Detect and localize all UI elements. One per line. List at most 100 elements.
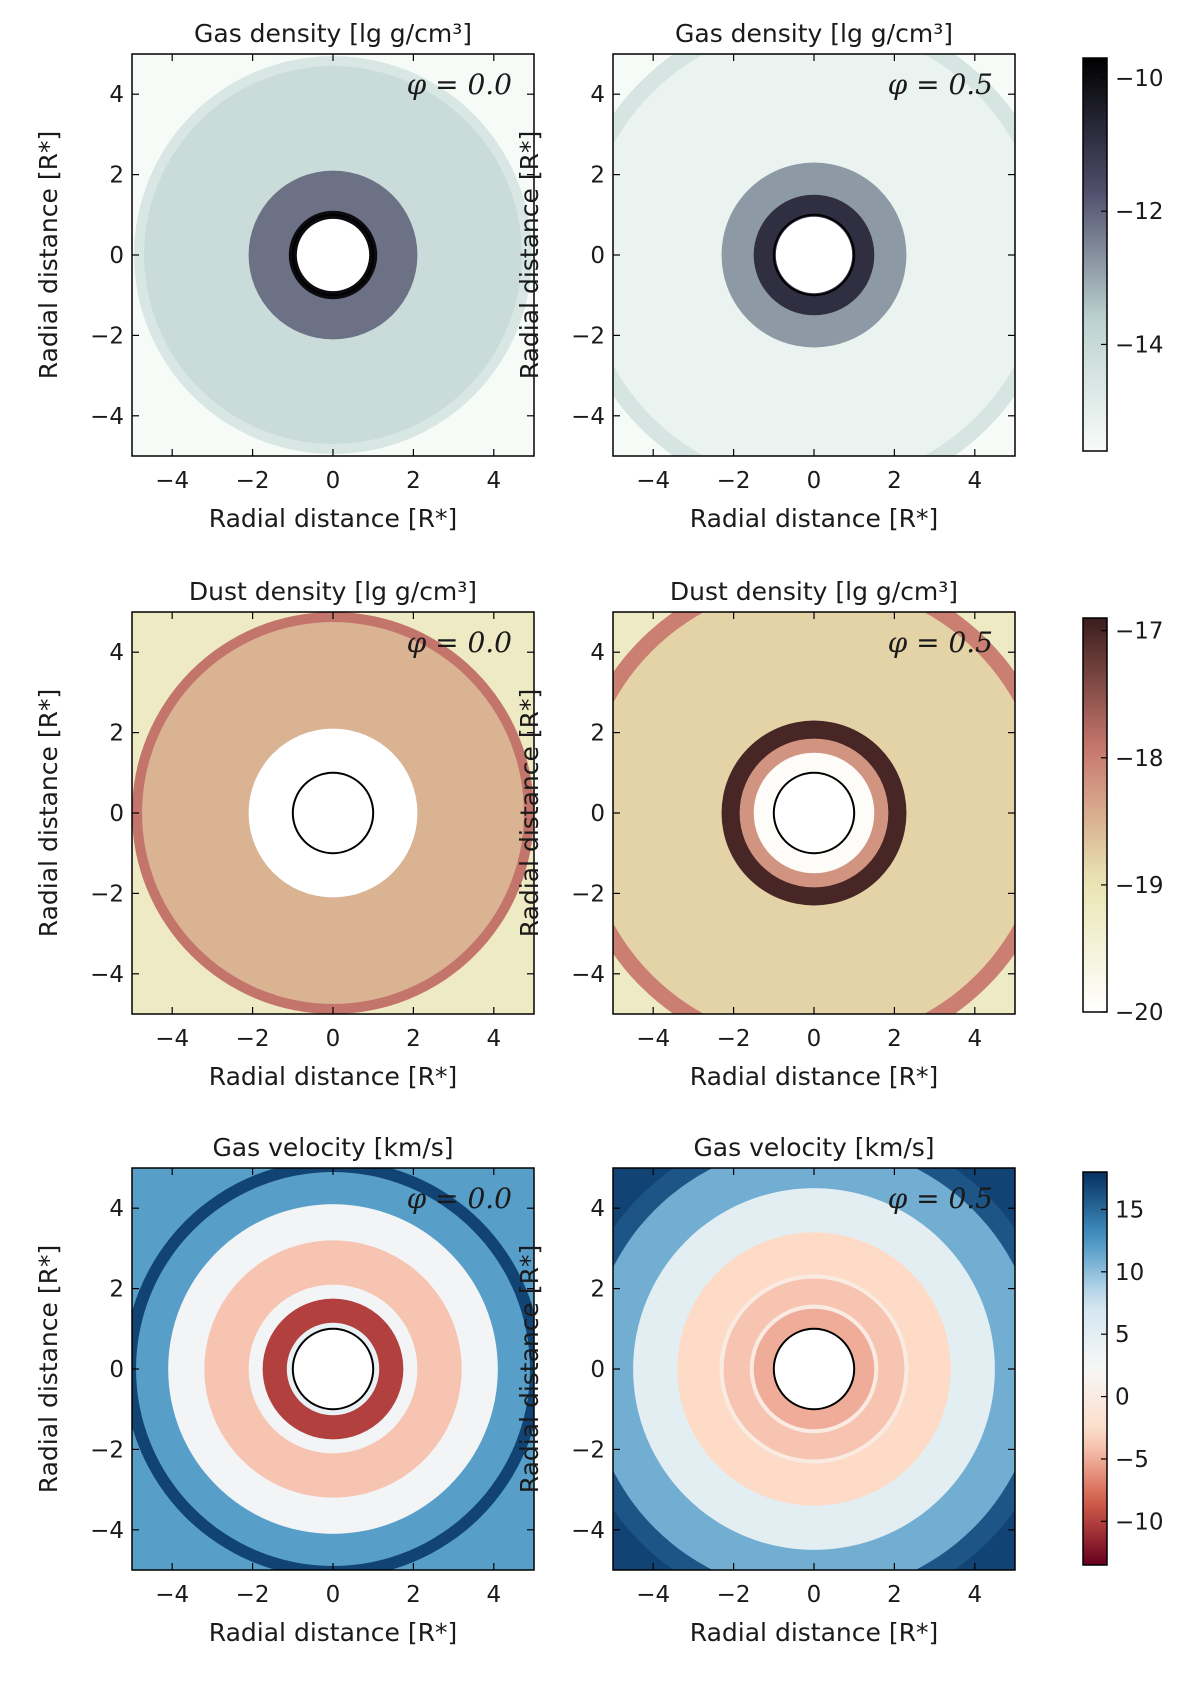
colorbar-tick-label: −12 <box>1115 199 1164 225</box>
stellar-radius-circle <box>291 213 375 297</box>
x-tick-label: 4 <box>967 1026 982 1052</box>
colorbar-tick-label: 0 <box>1115 1385 1130 1411</box>
y-tick-label: −4 <box>90 1518 124 1544</box>
x-tick-label: 2 <box>406 1026 421 1052</box>
x-axis-label: Radial distance [R*] <box>690 504 938 533</box>
inner-hole <box>775 216 853 294</box>
heatmap-area <box>613 54 1015 456</box>
y-tick-label: 4 <box>109 640 124 666</box>
x-tick-label: −2 <box>717 468 751 494</box>
colorbar-tick-label: −19 <box>1115 873 1164 899</box>
panel-dust-density-phi05: −4 −2 0 2 4 −4 −2 0 2 4 Dust density [lg g/cm³] φ =… <box>515 577 1016 1091</box>
y-axis-label: Radial distance [R*] <box>515 1245 544 1493</box>
x-axis-label: Radial distance [R*] <box>209 1618 457 1647</box>
y-tick-label: 0 <box>590 243 605 269</box>
panel-gas-density-phi05: −4 −2 0 2 4 −4 −2 0 2 4 Gas density [lg g/cm³] φ = … <box>515 19 1016 533</box>
y-tick-label: −2 <box>571 881 605 907</box>
inner-hole <box>248 728 418 898</box>
y-tick-label: 0 <box>109 243 124 269</box>
x-tick-label: −4 <box>155 468 189 494</box>
y-tick-label: −4 <box>571 962 605 988</box>
y-tick-label: 4 <box>109 82 124 108</box>
colorbar-gradient <box>1082 1171 1108 1566</box>
y-tick-label: −2 <box>90 323 124 349</box>
colorbar-tick-label: −14 <box>1115 332 1164 358</box>
y-tick-label: −2 <box>90 1437 124 1463</box>
colorbar-gas-velocity: 15 10 5 0 −5 −10 <box>1082 1171 1164 1566</box>
x-tick-label: 2 <box>887 468 902 494</box>
y-tick-label: 2 <box>590 721 605 747</box>
y-tick-label: −4 <box>571 404 605 430</box>
inner-hole <box>292 1328 374 1410</box>
stellar-radius-circle <box>772 213 856 297</box>
colorbar-tick-label: 10 <box>1115 1260 1144 1286</box>
panel-gas-velocity-phi0: −4 −2 0 2 4 −4 −2 0 2 4 Gas velocity [km/s] φ = 0.0… <box>34 1133 535 1647</box>
colorbar-gas-density: −10 −12 −14 <box>1082 57 1164 452</box>
colorbar-tick-label: −18 <box>1115 746 1164 772</box>
colorbar-tick-label: 5 <box>1115 1322 1130 1348</box>
colorbar-tick-label: −5 <box>1115 1447 1149 1473</box>
heatmap-area <box>132 612 534 1014</box>
panel-title: Gas density [lg g/cm³] <box>675 19 953 48</box>
x-axis-label: Radial distance [R*] <box>209 504 457 533</box>
y-axis-label: Radial distance [R*] <box>515 689 544 937</box>
y-tick-label: −4 <box>90 962 124 988</box>
heatmap-area <box>613 612 1015 1014</box>
stellar-radius-circle <box>772 1327 856 1411</box>
colorbar-tick-label: −17 <box>1115 619 1164 645</box>
x-tick-label: 0 <box>326 1582 341 1608</box>
y-tick-label: 0 <box>109 1357 124 1383</box>
x-tick-label: 4 <box>967 1582 982 1608</box>
phase-annotation: φ = 0.0 <box>407 1182 512 1215</box>
y-tick-label: 4 <box>590 82 605 108</box>
panel-title: Gas velocity [km/s] <box>212 1133 453 1162</box>
colorbar-tick-label: 15 <box>1115 1197 1144 1223</box>
x-tick-label: 0 <box>807 1026 822 1052</box>
y-tick-label: 0 <box>109 801 124 827</box>
x-tick-label: 2 <box>406 468 421 494</box>
x-tick-label: 2 <box>406 1582 421 1608</box>
x-tick-label: −4 <box>155 1582 189 1608</box>
colorbar-tick-label: −10 <box>1115 1509 1164 1535</box>
y-tick-label: −2 <box>571 323 605 349</box>
x-tick-label: 0 <box>807 468 822 494</box>
colorbar-dust-density: −17 −18 −19 −20 <box>1082 617 1164 1026</box>
x-tick-label: −2 <box>236 468 270 494</box>
panel-gas-velocity-phi05: −4 −2 0 2 4 −4 −2 0 2 4 Gas velocity [km/s] φ = 0.5… <box>515 1133 1016 1647</box>
x-tick-label: 4 <box>486 1582 501 1608</box>
panel-title: Gas velocity [km/s] <box>693 1133 934 1162</box>
x-tick-label: 2 <box>887 1026 902 1052</box>
y-tick-label: −2 <box>571 1437 605 1463</box>
x-tick-label: −4 <box>636 1582 670 1608</box>
y-tick-label: 4 <box>109 1196 124 1222</box>
colorbar-gradient <box>1082 617 1108 1013</box>
panel-title: Gas density [lg g/cm³] <box>194 19 472 48</box>
y-axis-label: Radial distance [R*] <box>34 689 63 937</box>
y-tick-label: 4 <box>590 1196 605 1222</box>
inner-hole <box>773 1328 855 1410</box>
y-tick-label: 2 <box>109 163 124 189</box>
y-tick-label: 0 <box>590 1357 605 1383</box>
heatmap-area <box>132 1168 534 1570</box>
panel-dust-density-phi0: −4 −2 0 2 4 −4 −2 0 2 4 Dust density [lg g/cm³] φ =… <box>34 577 535 1091</box>
y-tick-label: −4 <box>90 404 124 430</box>
stellar-radius-circle <box>772 771 856 855</box>
inner-hole <box>773 772 855 854</box>
phase-annotation: φ = 0.5 <box>888 626 993 659</box>
phase-annotation: φ = 0.0 <box>407 626 512 659</box>
x-tick-label: −2 <box>236 1026 270 1052</box>
x-axis-label: Radial distance [R*] <box>690 1618 938 1647</box>
panel-title: Dust density [lg g/cm³] <box>189 577 477 606</box>
colorbars-group: −10 −12 −14 −17 −18 −19 −20 15 10 5 0 −5 −10 <box>1082 57 1164 1566</box>
colorbar-gradient <box>1082 57 1108 452</box>
x-tick-label: 0 <box>326 1026 341 1052</box>
x-tick-label: −2 <box>717 1582 751 1608</box>
y-tick-label: 2 <box>109 721 124 747</box>
y-tick-label: 2 <box>109 1277 124 1303</box>
panel-gas-density-phi0: −4 −2 0 2 4 −4 −2 0 2 4 Gas density [lg g/cm³] φ = … <box>34 19 535 533</box>
heatmap-area <box>132 54 534 456</box>
x-tick-label: 0 <box>326 468 341 494</box>
panels-group: −4 −2 0 2 4 −4 −2 0 2 4 Gas density [lg g/cm³] φ = … <box>34 19 1016 1647</box>
stellar-radius-circle <box>291 1327 375 1411</box>
